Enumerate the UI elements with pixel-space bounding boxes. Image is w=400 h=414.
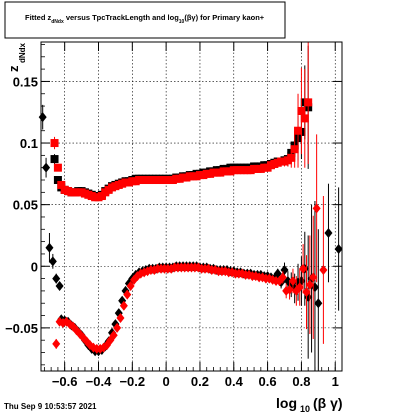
x-tick-label: 0.6 [259, 374, 277, 389]
x-axis-title: log 10 (β γ) [276, 395, 343, 414]
data-point-diamond [305, 279, 314, 290]
data-point-square [294, 126, 303, 135]
x-tick-label: 0 [163, 374, 170, 389]
data-point-diamond [52, 273, 61, 284]
data-point-diamond [302, 287, 311, 298]
data-point-square [297, 107, 306, 116]
y-tick-label: 0 [31, 259, 38, 274]
chart-title-box: Fitted zdNdx versus TpcTrackLength and l… [4, 1, 286, 39]
x-tick-label: −0.2 [119, 374, 145, 389]
y-axis-title: z dNdx [6, 42, 27, 72]
data-point-diamond [113, 322, 122, 333]
x-axis-title-var: (β γ) [313, 395, 343, 411]
data-point-square [304, 98, 313, 107]
y-axis-title-main: z [6, 65, 21, 72]
data-point-diamond [278, 272, 287, 283]
timestamp-footer: Thu Sep 9 10:53:57 2021 [4, 402, 97, 411]
data-point-diamond [48, 256, 57, 267]
data-point-diamond [119, 300, 128, 311]
x-tick-label: −0.4 [86, 374, 112, 389]
data-markers [38, 42, 343, 371]
x-axis-title-sub: 10 [300, 404, 310, 414]
x-axis-title-log: log [276, 395, 297, 411]
data-point-square [50, 139, 59, 148]
data-point-diamond [55, 280, 64, 291]
data-point-diamond [299, 263, 308, 274]
data-point-diamond [45, 242, 54, 253]
y-tick-label: −0.05 [5, 321, 38, 336]
axis-ticks [41, 42, 342, 371]
data-point-diamond [123, 289, 132, 300]
data-point-square [57, 180, 66, 189]
data-point-square [287, 153, 296, 162]
title-frame [4, 1, 286, 39]
y-tick-label: 0.05 [13, 198, 38, 213]
series-square-red [50, 42, 313, 202]
y-tick-label: 0.1 [20, 136, 38, 151]
data-point-diamond [116, 313, 125, 324]
x-tick-label: −0.6 [52, 374, 78, 389]
y-tick-label: 0.15 [13, 74, 38, 89]
data-point-diamond [295, 282, 304, 293]
data-point-square [53, 176, 62, 185]
data-point-diamond [52, 338, 61, 349]
chart-title: Fitted zdNdx versus TpcTrackLength and l… [25, 13, 265, 25]
data-point-diamond [121, 285, 130, 296]
data-point-square [53, 163, 62, 172]
y-axis-title-sub: dNdx [18, 42, 27, 63]
x-tick-label: 0.4 [225, 374, 244, 389]
data-point-diamond [319, 264, 328, 275]
data-point-diamond [126, 280, 135, 291]
data-point-diamond [312, 203, 321, 214]
x-tick-label: 0.2 [191, 374, 209, 389]
data-point-diamond [285, 284, 294, 295]
x-tick-label: 0.8 [292, 374, 310, 389]
x-tick-label: 1 [332, 374, 339, 389]
data-point-diamond [42, 162, 51, 173]
data-point-diamond [288, 276, 297, 287]
y-tick-labels: −0.05 0 0.05 0.1 0.15 [5, 74, 38, 335]
series-diamond-red [52, 134, 328, 354]
data-point-diamond [314, 298, 323, 309]
plot-frame [40, 41, 343, 372]
data-point-diamond [109, 330, 118, 341]
data-point-square [50, 155, 59, 164]
data-point-square [300, 114, 309, 123]
data-point-diamond [324, 227, 333, 238]
data-point-diamond [334, 244, 343, 255]
data-point-square [290, 145, 299, 154]
data-point-diamond [309, 272, 318, 283]
x-tick-labels: −0.6 −0.4 −0.2 0 0.2 0.4 0.6 0.8 1 [52, 374, 339, 389]
